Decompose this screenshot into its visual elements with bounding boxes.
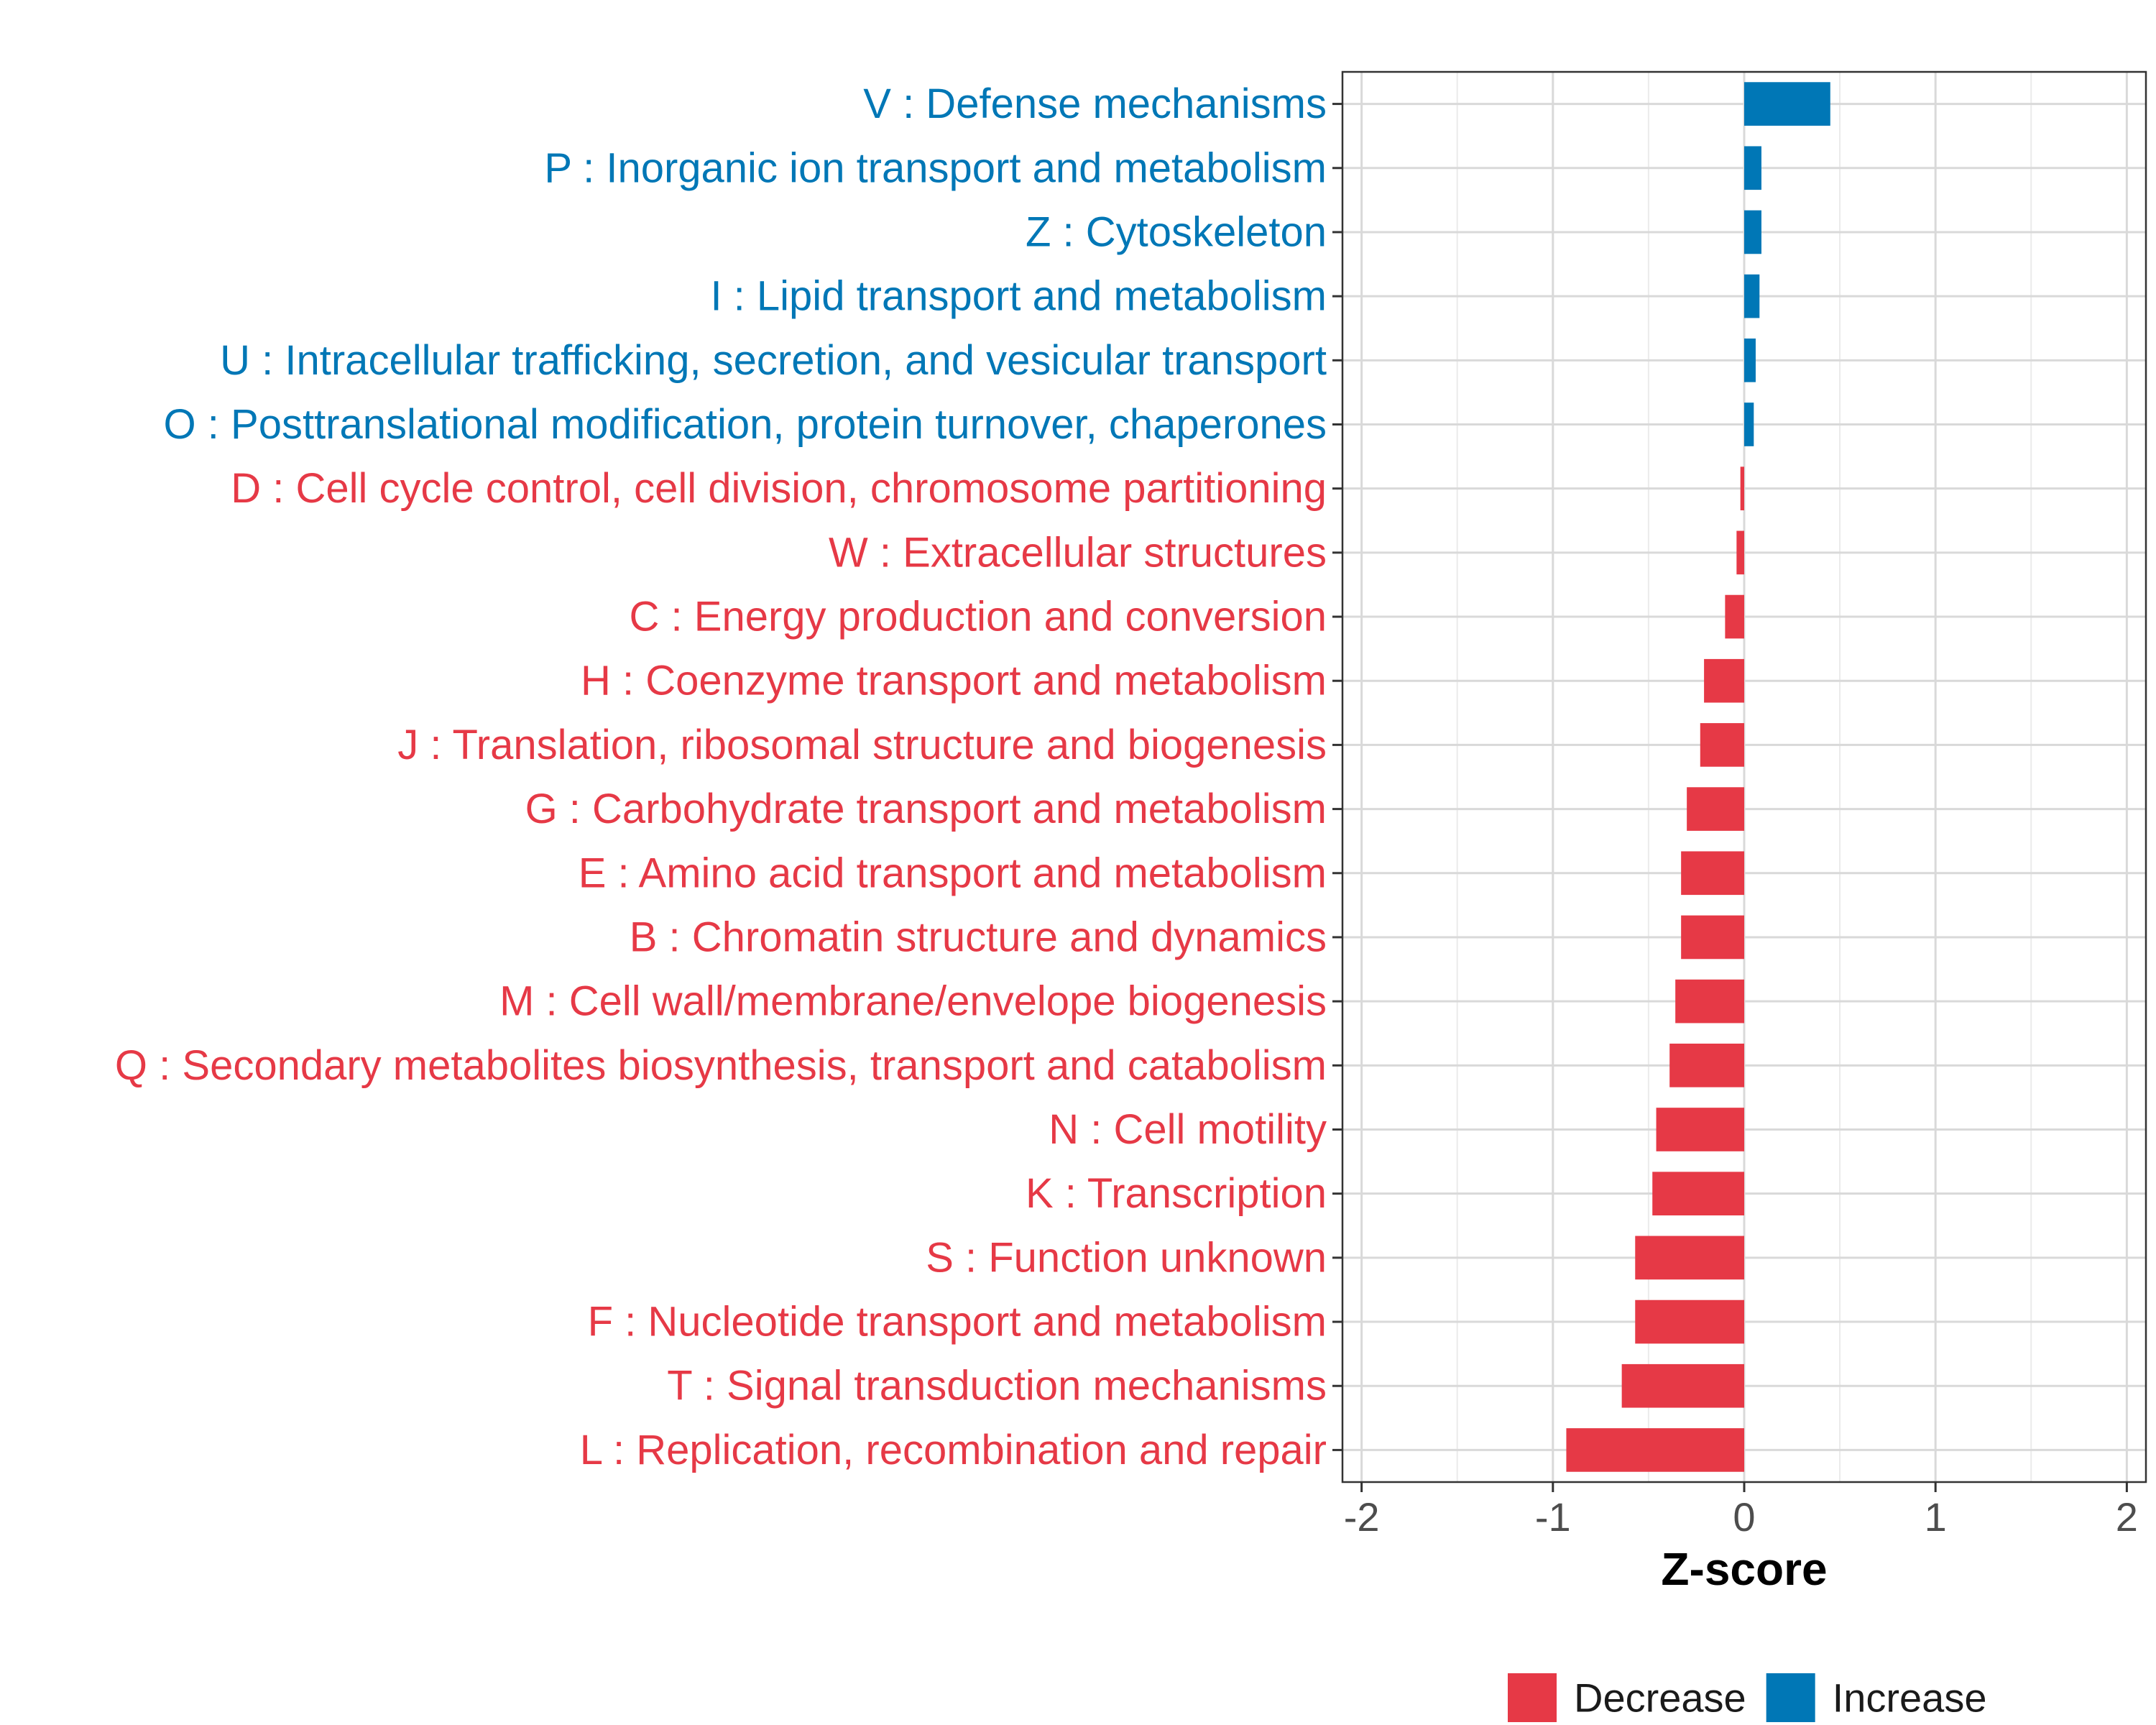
bar bbox=[1656, 1108, 1744, 1151]
x-tick-label: 0 bbox=[1733, 1494, 1755, 1540]
category-label: I : Lipid transport and metabolism bbox=[710, 273, 1327, 320]
category-label: T : Signal transduction mechanisms bbox=[667, 1363, 1327, 1409]
legend-swatch bbox=[1766, 1673, 1815, 1722]
bar bbox=[1744, 402, 1754, 446]
category-label: W : Extracellular structures bbox=[829, 529, 1327, 576]
category-labels: V : Defense mechanisms P : Inorganic ion … bbox=[115, 80, 1342, 1473]
bar bbox=[1687, 787, 1744, 831]
bar bbox=[1621, 1363, 1744, 1408]
bar bbox=[1681, 915, 1744, 960]
category-label: J : Translation, ribosomal structure and… bbox=[397, 722, 1327, 768]
bar bbox=[1681, 851, 1744, 896]
category-label: P : Inorganic ion transport and metaboli… bbox=[544, 144, 1327, 191]
bar bbox=[1700, 723, 1744, 767]
bar bbox=[1675, 979, 1744, 1024]
category-label: V : Defense mechanisms bbox=[863, 80, 1327, 127]
bar bbox=[1652, 1172, 1744, 1216]
bar bbox=[1669, 1043, 1744, 1087]
category-label: B : Chromatin structure and dynamics bbox=[630, 914, 1327, 960]
category-label: C : Energy production and conversion bbox=[630, 594, 1327, 640]
category-label: O : Posttranslational modification, prot… bbox=[164, 401, 1327, 448]
legend-swatch bbox=[1508, 1673, 1557, 1722]
bar bbox=[1635, 1236, 1744, 1280]
category-label: U : Intracellular trafficking, secretion… bbox=[220, 337, 1327, 384]
x-tick-label: 2 bbox=[2116, 1494, 2138, 1540]
bar bbox=[1736, 530, 1744, 575]
category-label: D : Cell cycle control, cell division, c… bbox=[231, 465, 1327, 512]
bars bbox=[1566, 82, 1830, 1472]
category-label: N : Cell motility bbox=[1049, 1106, 1327, 1153]
bar bbox=[1744, 210, 1761, 254]
x-tick-label: -2 bbox=[1344, 1494, 1380, 1540]
category-label: S : Function unknown bbox=[926, 1234, 1327, 1281]
x-axis-title: Z-score bbox=[1661, 1543, 1827, 1595]
bar bbox=[1725, 594, 1744, 639]
bar bbox=[1744, 82, 1830, 126]
x-tick-label: -1 bbox=[1535, 1494, 1571, 1540]
category-label: F : Nucleotide transport and metabolism bbox=[588, 1299, 1327, 1346]
bar bbox=[1635, 1300, 1744, 1344]
bar bbox=[1744, 146, 1761, 190]
legend: Decrease Increase bbox=[1508, 1673, 1986, 1722]
category-label: Z : Cytoskeleton bbox=[1026, 208, 1327, 255]
category-label: K : Transcription bbox=[1026, 1170, 1327, 1217]
legend-label: Increase bbox=[1833, 1675, 1987, 1721]
x-tick-label: 1 bbox=[1925, 1494, 1947, 1540]
category-label: L : Replication, recombination and repai… bbox=[580, 1427, 1327, 1473]
bar bbox=[1566, 1428, 1744, 1472]
category-label: H : Coenzyme transport and metabolism bbox=[581, 658, 1327, 704]
bar bbox=[1744, 338, 1756, 382]
bar bbox=[1740, 466, 1744, 511]
bar bbox=[1744, 274, 1760, 318]
legend-label: Decrease bbox=[1574, 1675, 1746, 1721]
bar bbox=[1704, 658, 1744, 703]
category-label: Q : Secondary metabolites biosynthesis, … bbox=[115, 1042, 1327, 1089]
category-label: G : Carbohydrate transport and metabolis… bbox=[525, 786, 1327, 832]
category-label: E : Amino acid transport and metabolism bbox=[579, 850, 1327, 896]
category-label: M : Cell wall/membrane/envelope biogenes… bbox=[499, 978, 1327, 1025]
x-axis-ticks: -2 -1 0 1 2 bbox=[1344, 1482, 2138, 1540]
